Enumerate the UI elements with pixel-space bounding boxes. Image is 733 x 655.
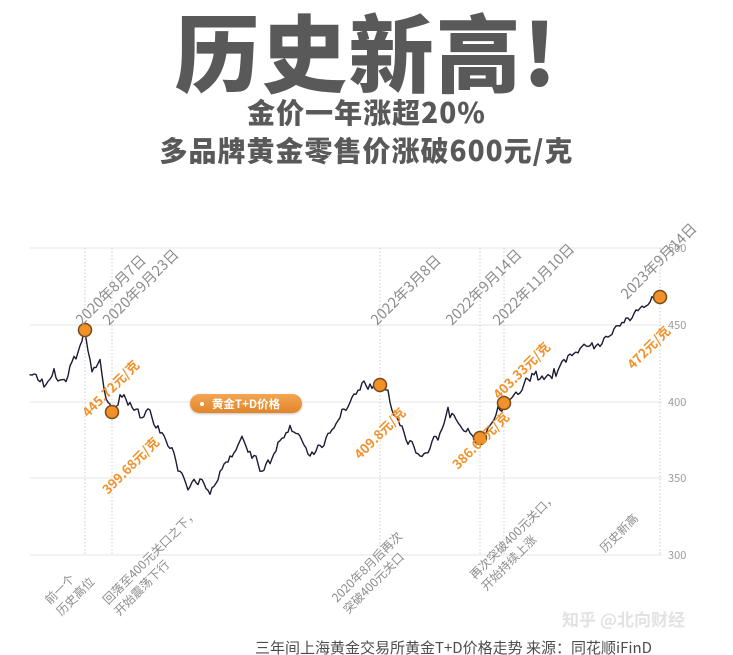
svg-text:350: 350 — [668, 470, 686, 486]
svg-text:回落至400元关口之下， 开始震荡下行: 回落至400元关口之下， 开始震荡下行 — [99, 503, 215, 619]
svg-text:300: 300 — [668, 547, 686, 563]
svg-text:400: 400 — [668, 394, 686, 410]
svg-text:再次突破400元关口， 开始持续上涨: 再次突破400元关口， 开始持续上涨 — [466, 487, 573, 594]
svg-text:三年间上海黄金交易所黄金T+D价格走势 来源：同花顺iFin: 三年间上海黄金交易所黄金T+D价格走势 来源：同花顺iFinD — [255, 637, 652, 655]
svg-text:2022年3月8日: 2022年3月8日 — [366, 250, 446, 330]
svg-text:2020年8月后再次 突破400元关口: 2020年8月后再次 突破400元关口 — [328, 526, 419, 617]
svg-text:450: 450 — [668, 317, 686, 333]
svg-text:前一个 历史高位: 前一个 历史高位 — [41, 562, 98, 619]
svg-text:知乎 @北向财经: 知乎 @北向财经 — [562, 606, 685, 631]
svg-text:2022年11月10日: 2022年11月10日 — [488, 238, 579, 329]
svg-text:472元/克: 472元/克 — [622, 321, 674, 373]
svg-text:399.68元/克: 399.68元/克 — [97, 432, 162, 497]
svg-text:403.33元/克: 403.33元/克 — [488, 337, 553, 402]
svg-text:409.8元/克: 409.8元/克 — [349, 403, 409, 463]
svg-text:历史新高: 历史新高 — [596, 510, 642, 556]
